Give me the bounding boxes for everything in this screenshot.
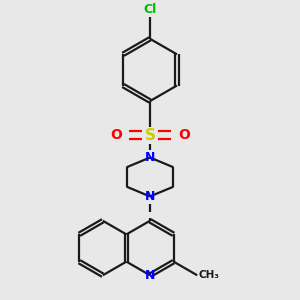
Text: N: N bbox=[145, 151, 155, 164]
Text: O: O bbox=[178, 128, 190, 142]
Text: CH₃: CH₃ bbox=[198, 270, 219, 280]
Text: N: N bbox=[145, 269, 155, 282]
Text: Cl: Cl bbox=[143, 3, 157, 16]
Text: O: O bbox=[110, 128, 122, 142]
Text: N: N bbox=[145, 190, 155, 203]
Text: S: S bbox=[145, 128, 155, 142]
